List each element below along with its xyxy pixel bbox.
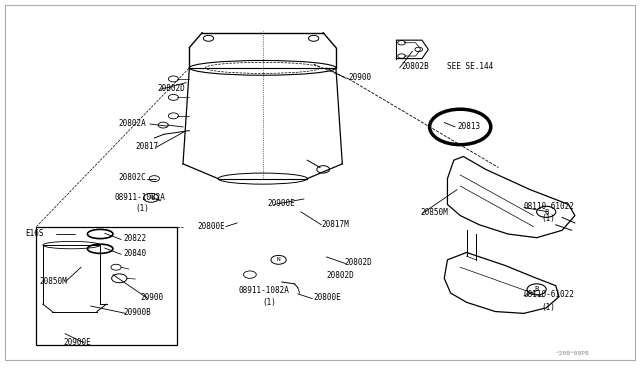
Text: (1): (1) (541, 214, 556, 223)
Text: 20802D: 20802D (344, 258, 372, 267)
Text: 20850M: 20850M (40, 277, 67, 286)
Text: 20802B: 20802B (401, 62, 429, 71)
Text: 20802C: 20802C (118, 173, 146, 182)
Text: 08110-61022: 08110-61022 (524, 291, 575, 299)
Text: 08110-61022: 08110-61022 (524, 202, 575, 211)
Text: N: N (149, 195, 153, 200)
Text: 20800E: 20800E (314, 293, 341, 302)
Text: 08911-1082A: 08911-1082A (115, 193, 166, 202)
Text: 20822: 20822 (124, 234, 147, 243)
Text: 20800E: 20800E (198, 222, 225, 231)
Text: N: N (276, 257, 280, 262)
Text: 20813: 20813 (457, 122, 480, 131)
Text: 20840: 20840 (124, 249, 147, 258)
Text: E16S: E16S (26, 229, 44, 238)
Text: (1): (1) (541, 302, 556, 312)
Text: 08911-1082A: 08911-1082A (239, 286, 289, 295)
Text: (1): (1) (262, 298, 276, 307)
Text: 20802D: 20802D (326, 271, 354, 280)
Text: B: B (534, 286, 539, 292)
Text: 20817M: 20817M (322, 220, 349, 229)
Text: 20900E: 20900E (268, 199, 296, 208)
Text: ^208^00P8: ^208^00P8 (556, 352, 589, 356)
Text: SEE SE.144: SEE SE.144 (447, 62, 493, 71)
Text: (1): (1) (135, 203, 149, 213)
Text: B: B (544, 209, 548, 215)
Text: 20900B: 20900B (124, 308, 152, 317)
Text: 20900E: 20900E (64, 339, 92, 347)
Text: 20900: 20900 (140, 293, 163, 302)
Text: 20817: 20817 (135, 142, 158, 151)
Text: 20802A: 20802A (118, 119, 146, 128)
Text: 20802D: 20802D (157, 84, 185, 93)
Text: 20850M: 20850M (420, 208, 449, 217)
Text: 20900: 20900 (349, 73, 372, 81)
